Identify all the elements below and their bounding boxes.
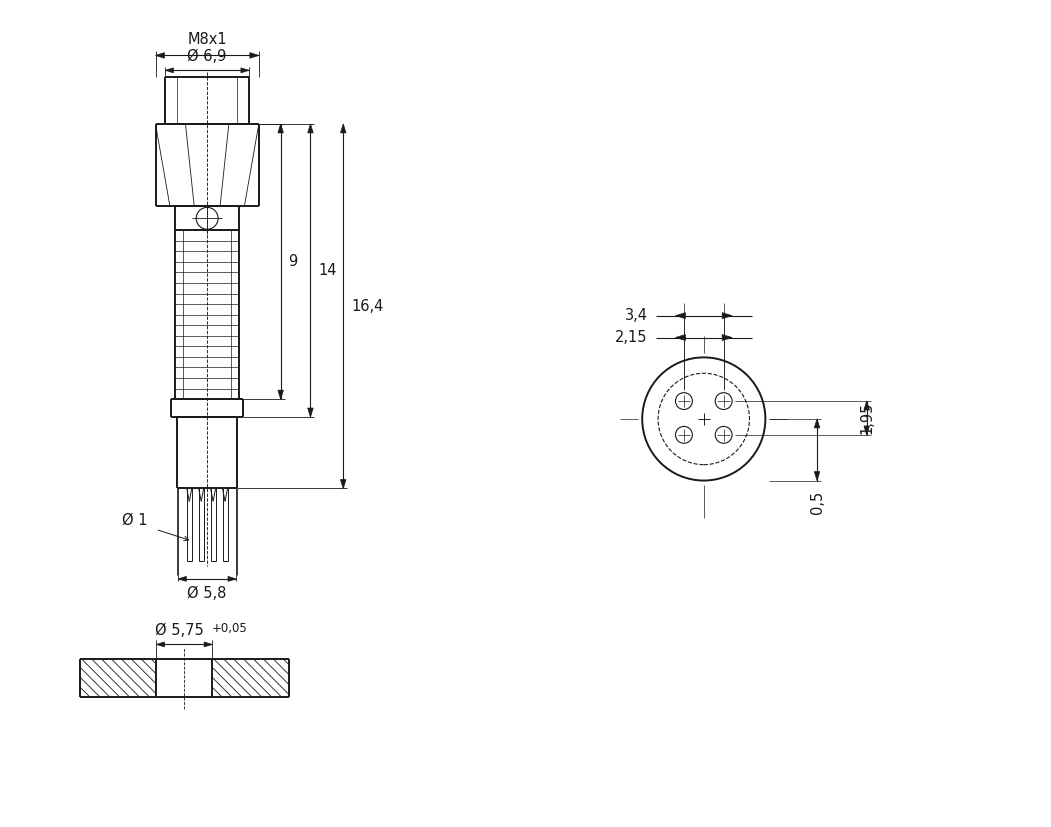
Polygon shape <box>228 576 236 581</box>
Polygon shape <box>241 68 249 73</box>
Polygon shape <box>864 401 869 410</box>
Polygon shape <box>308 124 313 133</box>
Polygon shape <box>277 124 284 133</box>
Polygon shape <box>341 124 346 133</box>
Polygon shape <box>250 53 259 58</box>
Text: 9: 9 <box>289 254 297 269</box>
Polygon shape <box>165 68 173 73</box>
Text: Ø 5,75: Ø 5,75 <box>154 624 204 638</box>
Polygon shape <box>815 419 820 428</box>
Text: Ø 1: Ø 1 <box>122 512 147 528</box>
Polygon shape <box>722 335 733 341</box>
Polygon shape <box>341 480 346 489</box>
Polygon shape <box>204 642 212 647</box>
Polygon shape <box>157 642 164 647</box>
Polygon shape <box>864 426 869 435</box>
Polygon shape <box>722 313 733 318</box>
Text: 2,15: 2,15 <box>615 330 647 345</box>
Text: Ø 6,9: Ø 6,9 <box>187 50 227 65</box>
Text: 14: 14 <box>318 263 337 278</box>
Polygon shape <box>676 335 685 341</box>
Text: M8x1: M8x1 <box>187 32 227 47</box>
Polygon shape <box>815 471 820 480</box>
Polygon shape <box>308 408 313 417</box>
Text: 1,95: 1,95 <box>859 402 874 434</box>
Polygon shape <box>179 576 186 581</box>
Polygon shape <box>676 313 685 318</box>
Text: 16,4: 16,4 <box>351 299 384 313</box>
Text: 0,5: 0,5 <box>809 490 825 514</box>
Text: +0,05: +0,05 <box>212 622 248 634</box>
Text: Ø 5,8: Ø 5,8 <box>187 586 227 601</box>
Polygon shape <box>156 53 164 58</box>
Polygon shape <box>277 390 284 399</box>
Text: 3,4: 3,4 <box>624 308 647 323</box>
